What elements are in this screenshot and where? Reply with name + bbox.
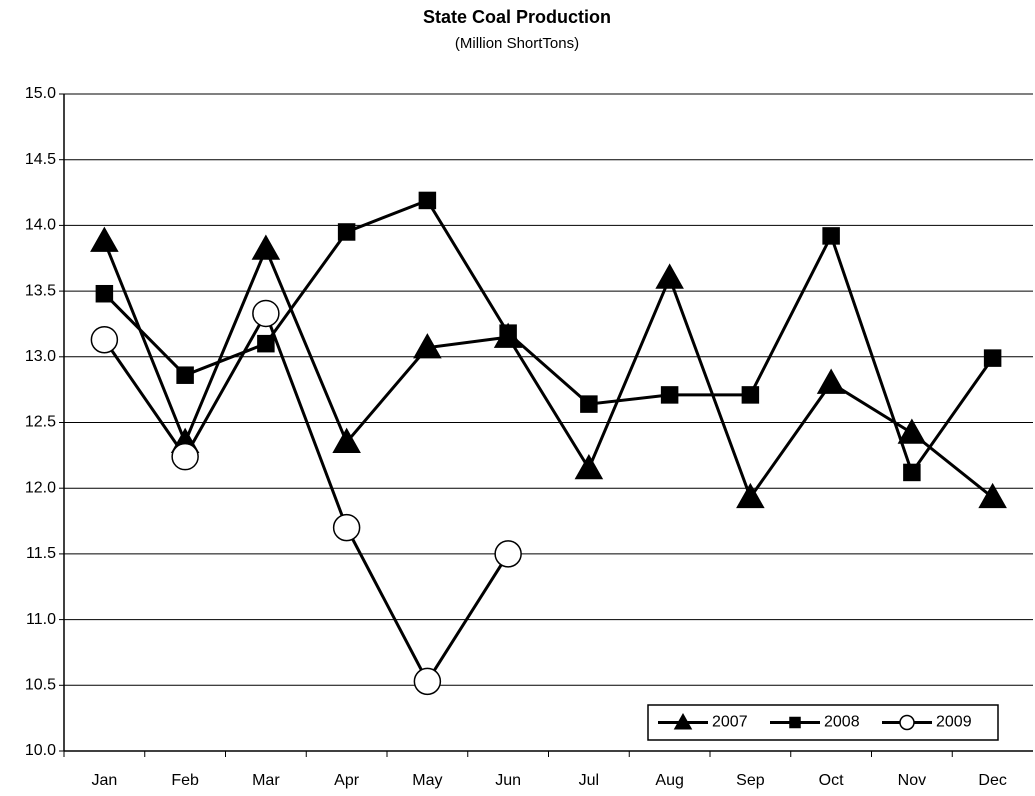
- data-point: [413, 667, 442, 696]
- data-point: [494, 540, 522, 568]
- x-tick-label: Feb: [171, 772, 199, 789]
- x-tick-label: Jun: [495, 772, 521, 789]
- chart-subtitle: (Million ShortTons): [455, 35, 579, 52]
- data-point: [736, 482, 765, 509]
- y-tick-label: 11.5: [26, 545, 56, 562]
- data-point: [337, 223, 356, 241]
- data-point: [90, 325, 119, 354]
- x-tick-label: Oct: [819, 772, 844, 789]
- data-point: [660, 386, 679, 404]
- data-point: [655, 263, 684, 289]
- x-tick-label: Mar: [252, 772, 280, 789]
- y-tick-label: 14.0: [25, 217, 56, 234]
- data-point: [252, 299, 280, 328]
- data-point: [978, 482, 1007, 509]
- legend-label: 2007: [712, 714, 748, 731]
- y-tick-label: 13.0: [25, 348, 56, 365]
- legend-label: 2008: [824, 714, 860, 731]
- series-line: [102, 240, 994, 501]
- data-point: [983, 349, 1002, 367]
- y-tick-label: 11.0: [26, 611, 56, 628]
- data-point: [332, 427, 361, 453]
- series-line: [103, 198, 994, 476]
- data-point: [741, 386, 760, 404]
- y-tick-label: 10.5: [25, 677, 56, 694]
- x-tick-label: Nov: [898, 772, 926, 789]
- data-point: [176, 366, 194, 384]
- data-point: [332, 513, 361, 542]
- x-tick-label: Aug: [655, 772, 683, 789]
- x-tick-label: Apr: [334, 772, 360, 789]
- series-line: [103, 309, 510, 685]
- y-tick-label: 14.5: [25, 151, 56, 168]
- chart-title: State Coal Production: [423, 7, 611, 27]
- x-tick-label: Dec: [978, 772, 1006, 789]
- data-point: [574, 453, 604, 480]
- y-tick-label: 12.5: [25, 414, 56, 431]
- data-point: [257, 334, 275, 353]
- y-tick-label: 12.0: [25, 479, 56, 496]
- legend-marker: [899, 714, 915, 731]
- x-tick-label: May: [412, 772, 442, 789]
- data-point: [499, 324, 517, 342]
- x-tick-label: Sep: [736, 772, 765, 789]
- data-point: [418, 191, 437, 210]
- y-tick-label: 13.5: [25, 282, 56, 299]
- legend-marker: [789, 716, 801, 729]
- data-point: [90, 226, 119, 252]
- x-tick-label: Jan: [91, 772, 117, 789]
- data-point: [413, 333, 442, 359]
- data-point: [171, 442, 199, 471]
- data-point: [580, 395, 598, 413]
- data-point: [897, 418, 927, 444]
- data-point: [903, 463, 921, 482]
- legend-marker: [673, 713, 693, 730]
- y-tick-label: 10.0: [25, 742, 56, 759]
- data-point: [822, 227, 840, 245]
- data-point: [95, 284, 114, 303]
- data-point: [816, 368, 846, 394]
- y-tick-label: 15.0: [25, 85, 56, 102]
- legend-label: 2009: [936, 714, 972, 731]
- data-point: [251, 234, 281, 260]
- x-tick-label: Jul: [579, 772, 599, 789]
